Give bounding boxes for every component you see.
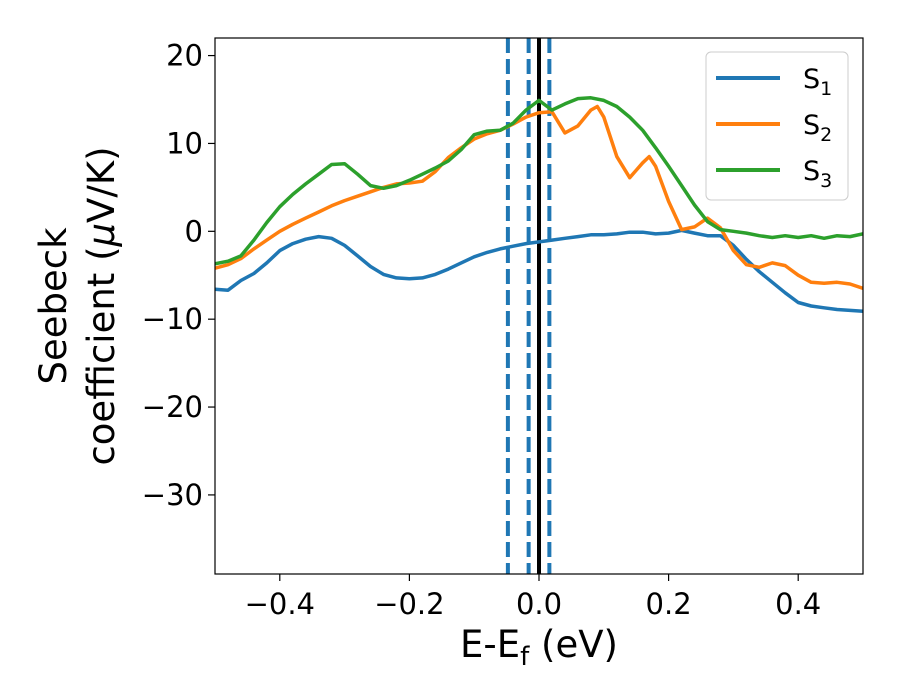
legend-label-S3: S3 bbox=[803, 156, 832, 192]
y-tick-label: 20 bbox=[166, 39, 203, 73]
y-tick-label: 0 bbox=[185, 214, 203, 248]
x-tick-label: 0.4 bbox=[775, 587, 821, 621]
series-line-S3 bbox=[215, 96, 863, 266]
x-axis-label: E-Ef (eV) bbox=[460, 623, 618, 672]
legend: S1 S2 S3 bbox=[705, 51, 849, 201]
x-tick-label: 0.0 bbox=[516, 587, 562, 621]
legend-label-S2: S2 bbox=[803, 110, 832, 146]
y-tick-label: −30 bbox=[142, 478, 203, 512]
y-axis-label: Seebeck coefficient (μV/K) bbox=[32, 146, 123, 465]
series-layer bbox=[215, 96, 863, 314]
x-tick-label: 0.2 bbox=[646, 587, 692, 621]
y-axis-label-line2: coefficient (μV/K) bbox=[80, 146, 123, 465]
y-tick-label: −10 bbox=[142, 302, 203, 336]
plot-area bbox=[215, 38, 863, 574]
x-tick-label: −0.2 bbox=[374, 587, 444, 621]
y-tick-label: 10 bbox=[166, 126, 203, 160]
y-tick-label: −20 bbox=[142, 390, 203, 424]
y-axis: 20 10 0 −10 −20 −30 bbox=[142, 39, 215, 512]
y-axis-label-line1: Seebeck bbox=[32, 227, 75, 385]
legend-label-S1: S1 bbox=[803, 64, 832, 100]
reference-lines bbox=[505, 38, 552, 574]
x-axis: −0.4 −0.2 0.0 0.2 0.4 bbox=[245, 574, 821, 621]
x-tick-label: −0.4 bbox=[245, 587, 315, 621]
